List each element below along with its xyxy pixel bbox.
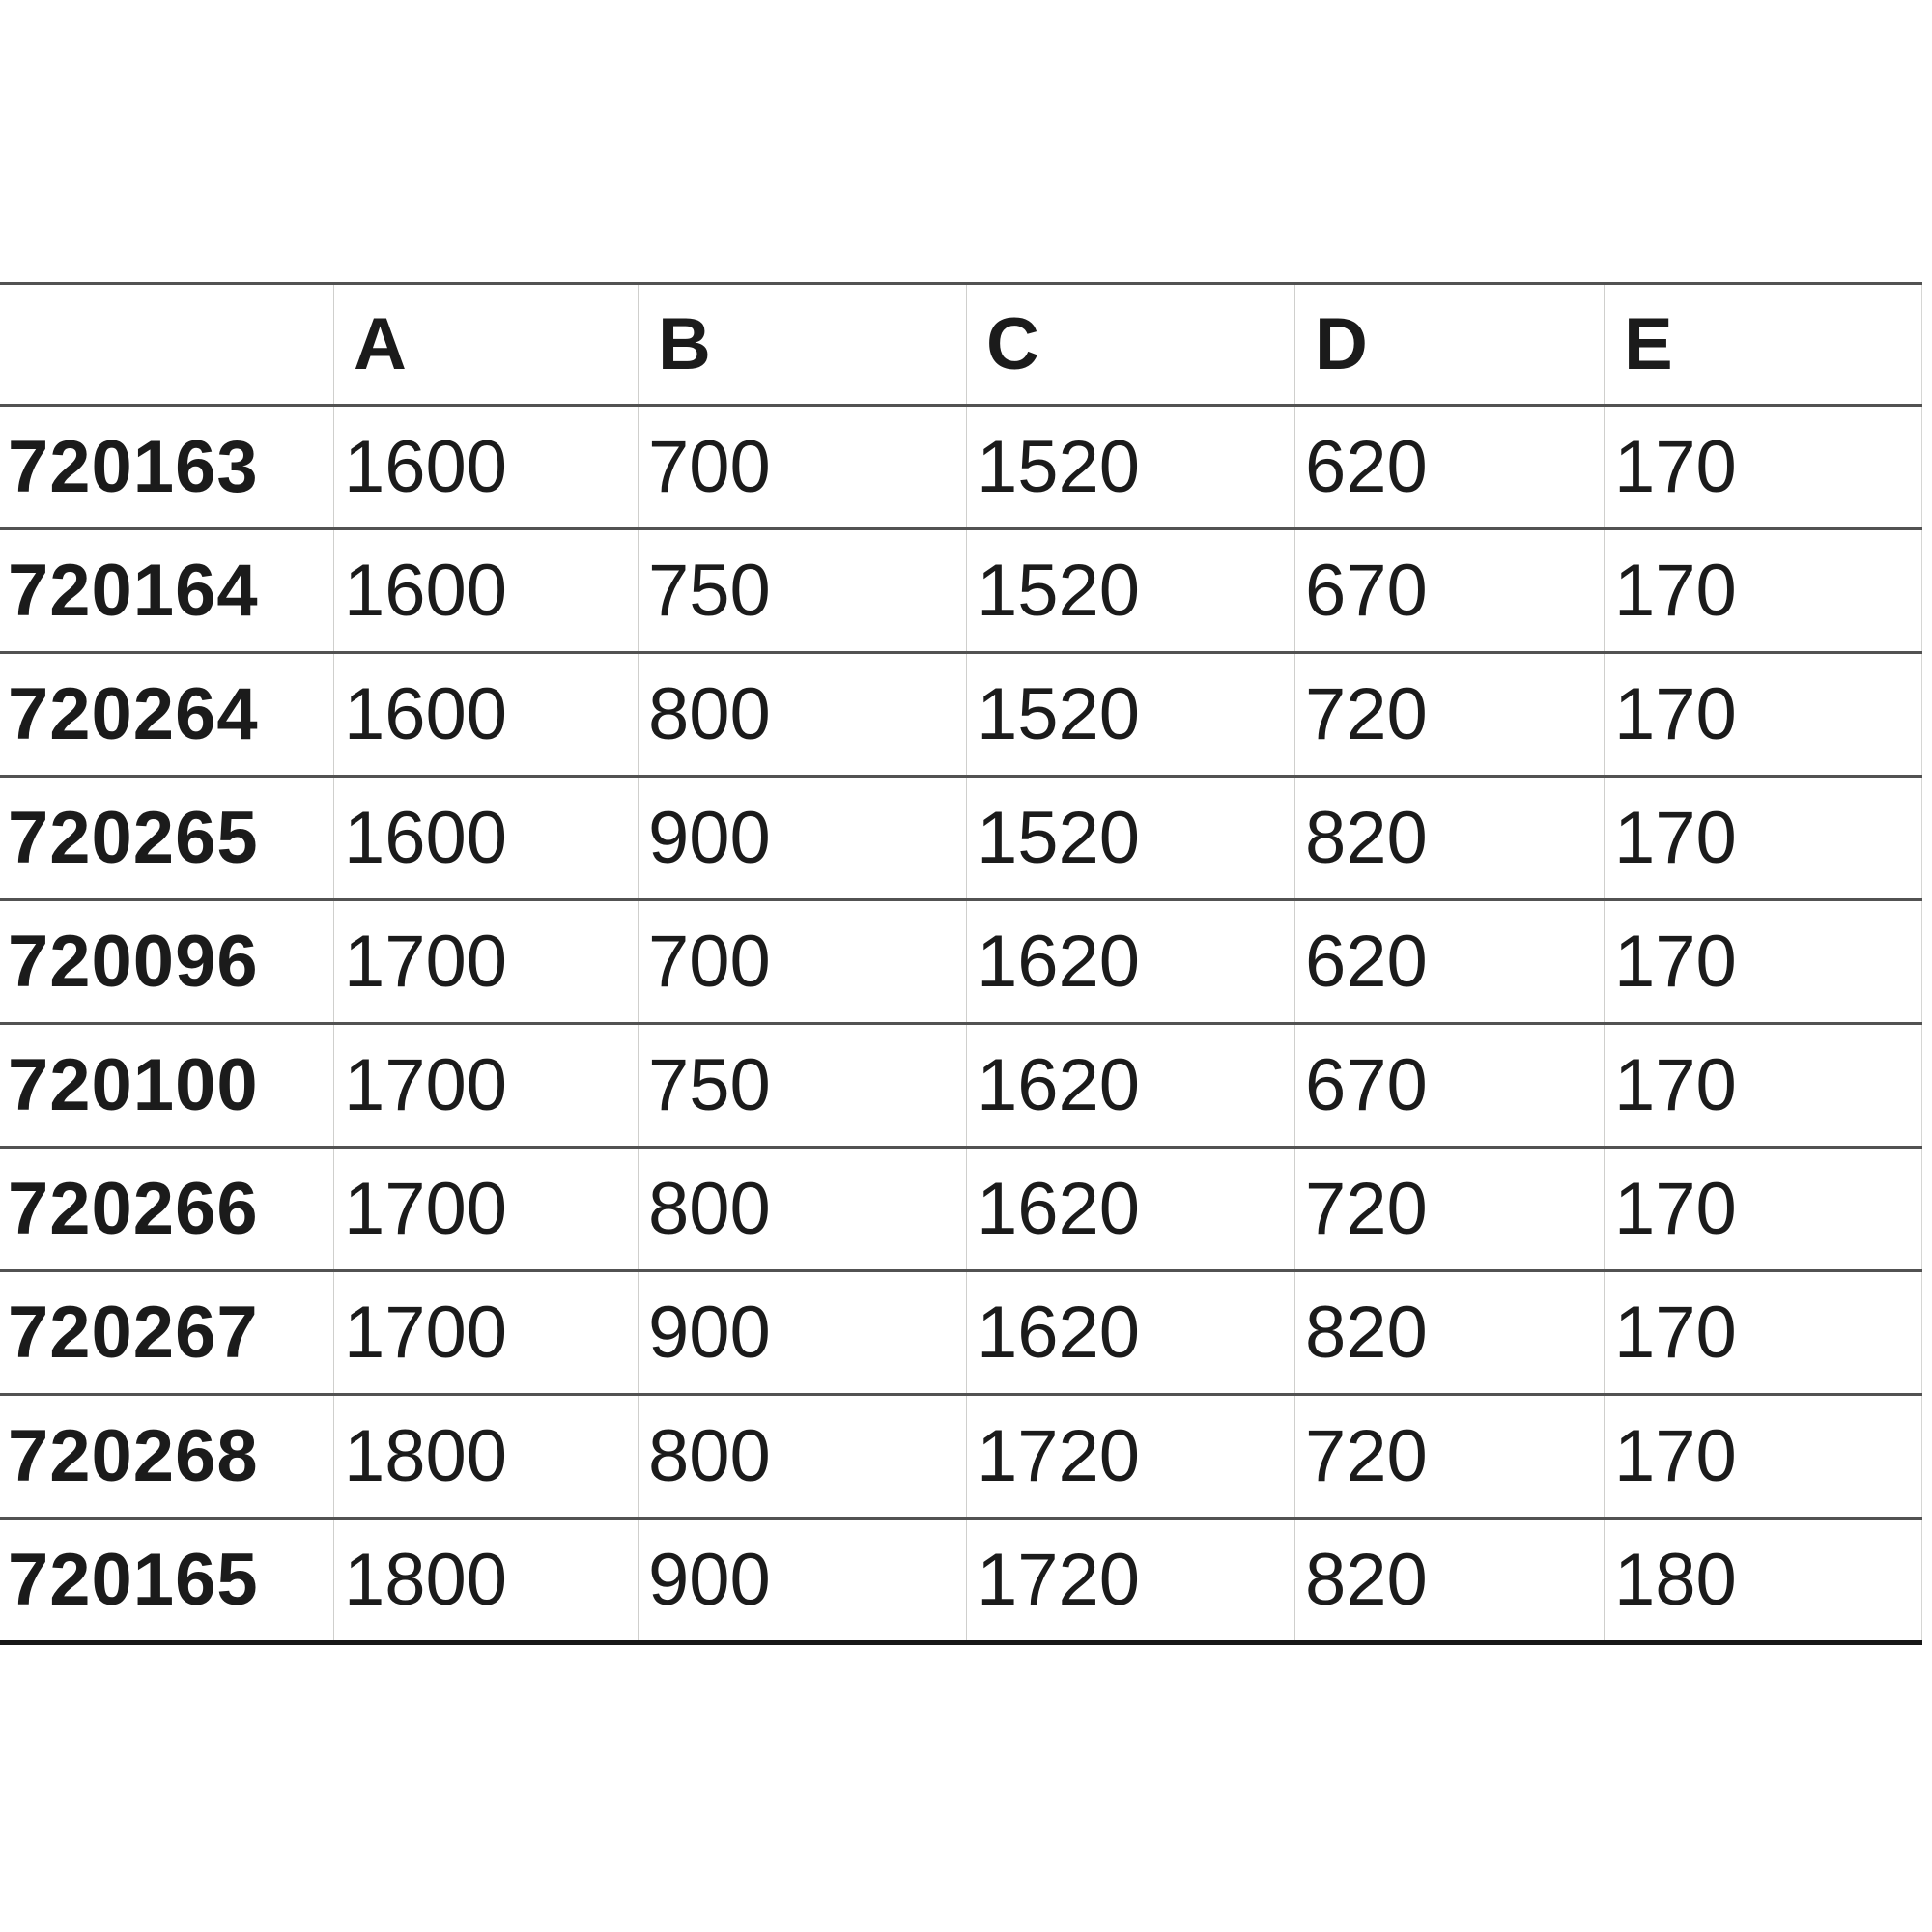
row-value-cell: 1520 bbox=[966, 778, 1294, 898]
row-value-cell: 170 bbox=[1604, 901, 1922, 1022]
row-value-cell: 170 bbox=[1604, 1025, 1922, 1146]
table-row: 720164 1600 750 1520 670 170 bbox=[0, 530, 1922, 654]
table-row: 720267 1700 900 1620 820 170 bbox=[0, 1272, 1922, 1396]
header-cell-a: A bbox=[333, 285, 638, 404]
row-value-cell: 1600 bbox=[333, 778, 638, 898]
row-code-cell: 720267 bbox=[8, 1292, 259, 1374]
row-value-cell: 170 bbox=[1604, 1149, 1922, 1269]
row-code-cell: 720163 bbox=[8, 426, 259, 508]
row-value-cell: 700 bbox=[638, 407, 966, 527]
row-code-cell: 720268 bbox=[8, 1415, 259, 1497]
row-value-cell: 1720 bbox=[966, 1520, 1294, 1640]
table-row: 720266 1700 800 1620 720 170 bbox=[0, 1149, 1922, 1272]
row-value-cell: 1800 bbox=[333, 1396, 638, 1517]
row-code-cell: 720096 bbox=[8, 921, 259, 1003]
row-value-cell: 720 bbox=[1294, 654, 1604, 775]
row-code-cell: 720266 bbox=[8, 1168, 259, 1250]
row-value-cell: 900 bbox=[638, 778, 966, 898]
row-value-cell: 1600 bbox=[333, 654, 638, 775]
header-cell-c: C bbox=[966, 285, 1294, 404]
row-code-cell: 720164 bbox=[8, 550, 259, 632]
header-cell-d: D bbox=[1294, 285, 1604, 404]
row-value-cell: 1520 bbox=[966, 654, 1294, 775]
row-value-cell: 820 bbox=[1294, 1520, 1604, 1640]
row-value-cell: 170 bbox=[1604, 530, 1922, 651]
row-value-cell: 820 bbox=[1294, 778, 1604, 898]
row-value-cell: 900 bbox=[638, 1520, 966, 1640]
row-code-cell: 720265 bbox=[8, 797, 259, 879]
table-row: 720268 1800 800 1720 720 170 bbox=[0, 1396, 1922, 1520]
row-value-cell: 1620 bbox=[966, 1149, 1294, 1269]
header-cell-e: E bbox=[1604, 285, 1922, 404]
row-value-cell: 180 bbox=[1604, 1520, 1922, 1640]
row-value-cell: 170 bbox=[1604, 778, 1922, 898]
row-value-cell: 1720 bbox=[966, 1396, 1294, 1517]
table-row: 720165 1800 900 1720 820 180 bbox=[0, 1520, 1922, 1645]
row-value-cell: 900 bbox=[638, 1272, 966, 1393]
row-value-cell: 1600 bbox=[333, 530, 638, 651]
row-value-cell: 170 bbox=[1604, 407, 1922, 527]
row-code-cell: 720100 bbox=[8, 1044, 259, 1126]
table-row: 720265 1600 900 1520 820 170 bbox=[0, 778, 1922, 901]
row-code-cell: 720264 bbox=[8, 673, 259, 755]
row-value-cell: 170 bbox=[1604, 654, 1922, 775]
row-value-cell: 720 bbox=[1294, 1149, 1604, 1269]
row-value-cell: 800 bbox=[638, 1149, 966, 1269]
row-value-cell: 700 bbox=[638, 901, 966, 1022]
row-value-cell: 820 bbox=[1294, 1272, 1604, 1393]
table-body: 720163 1600 700 1520 620 170 720164 1600 750 1520… bbox=[0, 407, 1922, 1645]
table-row: 720163 1600 700 1520 620 170 bbox=[0, 407, 1922, 530]
row-value-cell: 670 bbox=[1294, 1025, 1604, 1146]
table-header-row: A B C D E bbox=[0, 285, 1922, 407]
row-value-cell: 1700 bbox=[333, 1025, 638, 1146]
row-value-cell: 750 bbox=[638, 1025, 966, 1146]
row-value-cell: 620 bbox=[1294, 407, 1604, 527]
row-value-cell: 620 bbox=[1294, 901, 1604, 1022]
row-value-cell: 1620 bbox=[966, 1272, 1294, 1393]
row-value-cell: 170 bbox=[1604, 1272, 1922, 1393]
row-value-cell: 1600 bbox=[333, 407, 638, 527]
header-cell-corner bbox=[0, 285, 333, 404]
row-value-cell: 1700 bbox=[333, 1149, 638, 1269]
row-value-cell: 1620 bbox=[966, 901, 1294, 1022]
row-value-cell: 720 bbox=[1294, 1396, 1604, 1517]
row-value-cell: 1800 bbox=[333, 1520, 638, 1640]
row-value-cell: 750 bbox=[638, 530, 966, 651]
row-value-cell: 800 bbox=[638, 654, 966, 775]
row-value-cell: 1700 bbox=[333, 1272, 638, 1393]
spec-table: A B C D E 720163 1600 700 1520 620 170 720164 1… bbox=[0, 282, 1922, 1645]
row-value-cell: 800 bbox=[638, 1396, 966, 1517]
header-cell-b: B bbox=[638, 285, 966, 404]
row-value-cell: 1700 bbox=[333, 901, 638, 1022]
row-value-cell: 1520 bbox=[966, 407, 1294, 527]
row-value-cell: 670 bbox=[1294, 530, 1604, 651]
row-value-cell: 1620 bbox=[966, 1025, 1294, 1146]
table-row: 720096 1700 700 1620 620 170 bbox=[0, 901, 1922, 1025]
row-code-cell: 720165 bbox=[8, 1539, 259, 1621]
table-row: 720100 1700 750 1620 670 170 bbox=[0, 1025, 1922, 1149]
row-value-cell: 170 bbox=[1604, 1396, 1922, 1517]
row-value-cell: 1520 bbox=[966, 530, 1294, 651]
table-row: 720264 1600 800 1520 720 170 bbox=[0, 654, 1922, 778]
